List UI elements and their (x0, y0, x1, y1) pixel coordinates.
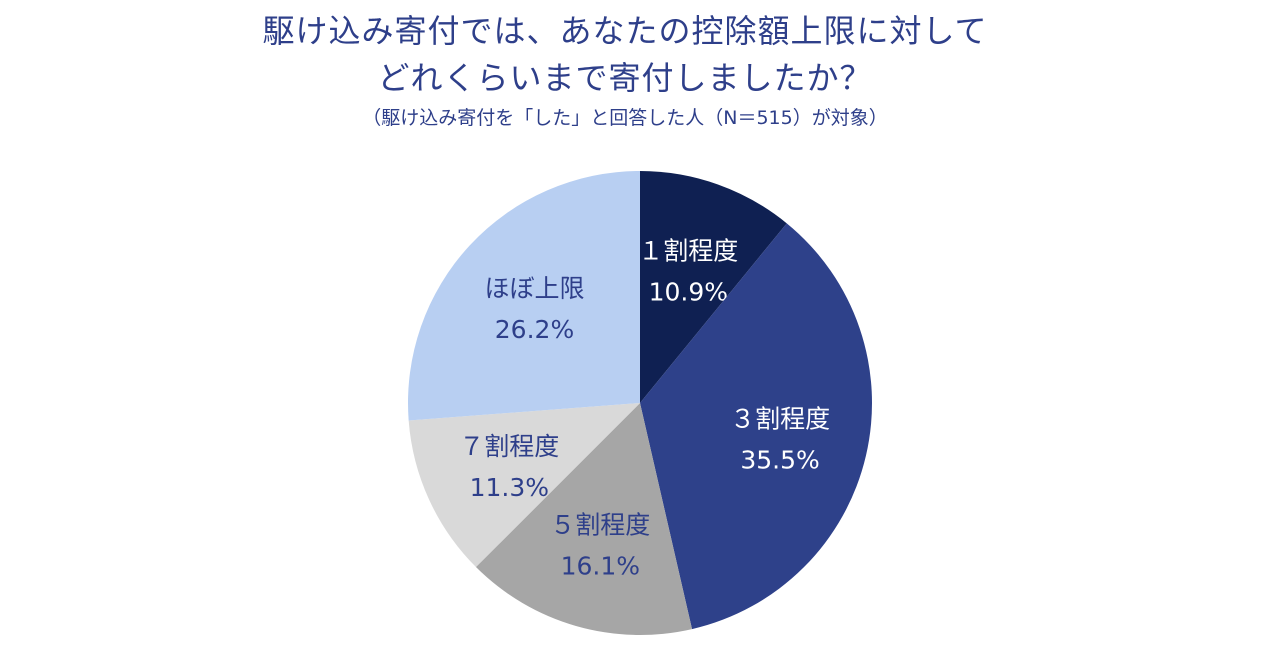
slice-category-label: ３割程度 (730, 405, 830, 434)
chart-subtitle: （駆け込み寄付を「した」と回答した人（N＝515）が対象） (362, 107, 888, 129)
pie-slice (640, 223, 872, 630)
chart-title-line-1: 駆け込み寄付では、あなたの控除額上限に対して (262, 12, 988, 50)
pie-slice (640, 171, 787, 403)
pie-slice (475, 403, 693, 636)
pie-slice (408, 171, 640, 421)
slice-value-label: 26.2% (495, 315, 574, 344)
chart-title-line-2: どれくらいまで寄付しましたか？ (377, 59, 873, 97)
slice-value-label: 10.9% (649, 278, 728, 307)
slice-category-label: ほぼ上限 (484, 274, 584, 303)
pie-slice (408, 403, 640, 568)
slice-value-label: 11.3% (470, 473, 549, 502)
slice-value-label: 35.5% (740, 446, 819, 475)
chart-title-block: 駆け込み寄付では、あなたの控除額上限に対して どれくらいまで寄付しましたか？ （… (0, 8, 1250, 132)
slice-category-label: ７割程度 (459, 432, 559, 461)
slice-category-label: ５割程度 (550, 510, 650, 539)
slice-value-label: 16.1% (561, 551, 640, 580)
slice-category-label: １割程度 (638, 237, 738, 266)
